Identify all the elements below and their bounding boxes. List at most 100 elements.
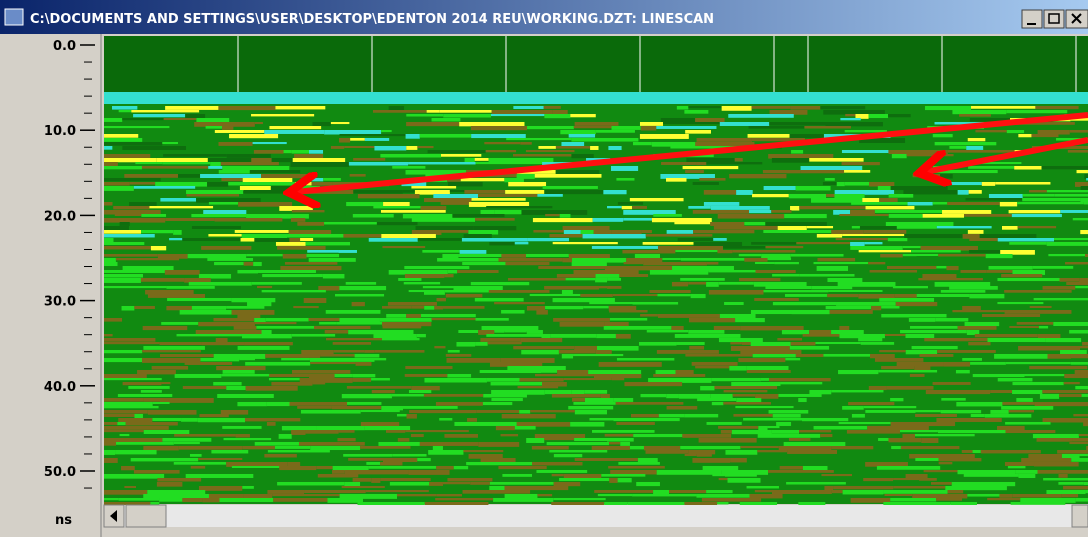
reflection (222, 426, 262, 429)
reflection (674, 334, 741, 338)
reflection (571, 138, 639, 142)
reflection (205, 126, 223, 129)
reflection (1060, 210, 1088, 213)
reflection (964, 322, 1000, 327)
reflection (422, 286, 454, 289)
reflection (208, 234, 242, 237)
reflection (699, 178, 726, 181)
reflection (466, 462, 533, 466)
reflection (242, 178, 293, 183)
reflection (708, 290, 764, 295)
reflection (744, 222, 766, 226)
reflection (113, 206, 150, 210)
minimize-button[interactable] (1021, 9, 1043, 29)
reflection (1086, 446, 1088, 450)
reflection (431, 118, 461, 122)
reflection (999, 202, 1018, 207)
reflection (695, 366, 730, 369)
reflection (366, 462, 381, 465)
reflection (1080, 346, 1088, 349)
scroll-track[interactable] (104, 505, 1088, 527)
reflection (672, 266, 734, 271)
reflection (751, 242, 797, 245)
reflection (656, 470, 722, 475)
reflection (440, 154, 482, 157)
reflection (423, 394, 484, 397)
reflection (402, 214, 453, 219)
reflection (348, 162, 409, 166)
reflection (881, 366, 915, 370)
reflection (589, 418, 614, 421)
reflection (245, 386, 298, 391)
reflection (513, 106, 544, 109)
reflection (836, 182, 845, 187)
reflection (915, 414, 957, 418)
reflection (778, 394, 822, 397)
reflection (800, 166, 863, 171)
reflection (732, 250, 796, 253)
reflection (346, 202, 384, 207)
reflection (1001, 274, 1043, 278)
reflection (300, 410, 361, 414)
reflection (894, 294, 917, 298)
reflection (711, 378, 761, 382)
scrollbar[interactable] (103, 504, 1088, 528)
reflection (159, 342, 202, 346)
reflection (609, 478, 618, 483)
reflection (436, 298, 446, 302)
reflection (447, 350, 460, 353)
reflection (974, 334, 1038, 338)
reflection (790, 106, 821, 110)
reflection (344, 482, 361, 487)
reflection (104, 498, 119, 501)
reflection (867, 426, 929, 431)
reflection (784, 214, 827, 219)
reflection (608, 466, 665, 469)
reflection (187, 254, 247, 259)
reflection (199, 414, 229, 418)
reflection (241, 234, 288, 239)
reflection (788, 194, 827, 199)
reflection (104, 378, 162, 381)
reflection (632, 302, 679, 305)
reflection (284, 262, 338, 265)
reflection (966, 146, 984, 150)
reflection (327, 498, 364, 503)
reflection (1065, 262, 1088, 265)
reflection (402, 190, 415, 193)
scroll-right[interactable] (1071, 504, 1088, 528)
maximize-button[interactable] (1043, 9, 1065, 29)
reflection (850, 210, 875, 215)
reflection (1075, 386, 1088, 390)
reflection (689, 346, 705, 350)
reflection (1076, 170, 1088, 174)
window-controls[interactable] (1021, 9, 1088, 29)
reflection (162, 162, 211, 165)
reflection (839, 214, 889, 217)
reflection (593, 374, 642, 379)
scroll-thumb[interactable] (125, 504, 167, 528)
reflection (314, 326, 371, 330)
reflection (1001, 226, 1018, 230)
reflection (553, 454, 583, 458)
reflection (551, 502, 605, 507)
reflection (791, 150, 804, 154)
reflection (186, 194, 240, 197)
reflection (574, 346, 598, 351)
depth-tick-label: 50.0 (44, 465, 76, 480)
reflection (997, 278, 1060, 282)
reflection (631, 414, 659, 418)
reflection (251, 158, 272, 163)
reflection (1060, 350, 1087, 355)
reflection (104, 162, 118, 167)
reflection (643, 446, 681, 451)
reflection (467, 418, 477, 422)
reflection (769, 110, 808, 115)
reflection (729, 366, 747, 371)
reflection (272, 494, 340, 497)
reflection (826, 194, 835, 197)
reflection (935, 318, 969, 322)
reflection (921, 438, 939, 443)
reflection (749, 494, 783, 499)
reflection (765, 246, 804, 249)
